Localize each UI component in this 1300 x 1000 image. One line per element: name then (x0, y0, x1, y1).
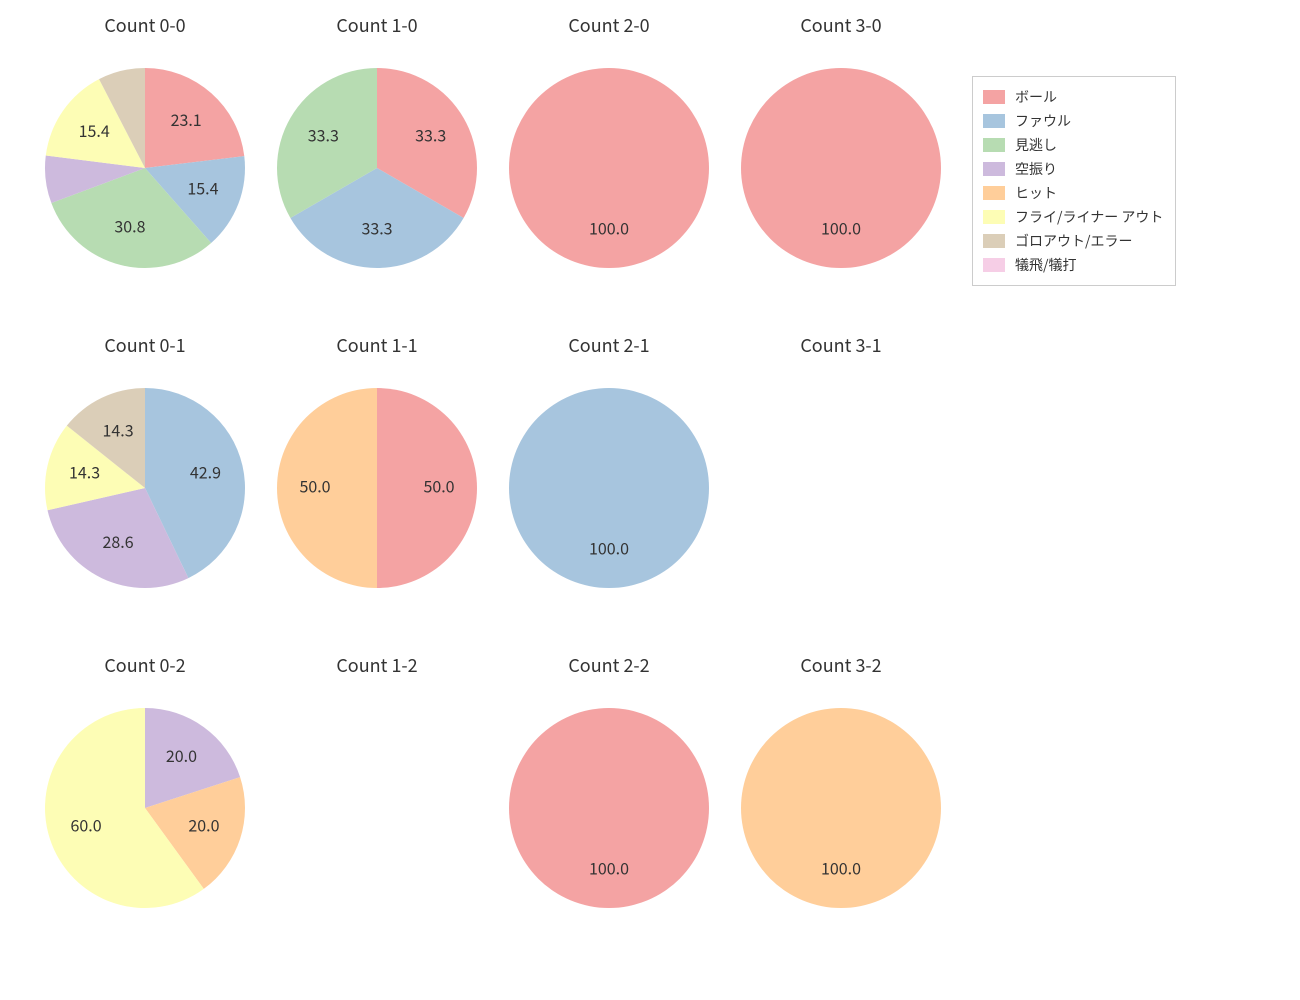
legend-item-swing: 空振り (983, 157, 1163, 181)
legend-label: 見逃し (1015, 135, 1057, 155)
pie-wrap: 23.1 15.4 30.8 15.4 (45, 68, 245, 268)
pie-panel-c02: Count 0-2 20.0 20.0 60.0 (30, 652, 260, 962)
legend-swatch (983, 90, 1005, 104)
pie-wrap: 100.0 (509, 68, 709, 268)
panel-title: Count 2-2 (494, 652, 724, 678)
legend-label: 空振り (1015, 159, 1057, 179)
panel-title: Count 2-1 (494, 332, 724, 358)
slice-label: 33.3 (308, 122, 339, 146)
legend-swatch (983, 114, 1005, 128)
panel-title: Count 1-2 (262, 652, 492, 678)
panel-title: Count 1-0 (262, 12, 492, 38)
pie-wrap (741, 388, 941, 588)
pie-panel-c00: Count 0-0 23.1 15.4 30.8 15.4 (30, 12, 260, 322)
panel-title: Count 1-1 (262, 332, 492, 358)
legend-label: ファウル (1015, 111, 1071, 131)
legend-label: ボール (1015, 87, 1057, 107)
slice-label: 100.0 (821, 215, 861, 239)
slice-label: 33.3 (415, 122, 446, 146)
slice-label: 100.0 (821, 855, 861, 879)
pie-wrap: 33.3 33.3 33.3 (277, 68, 477, 268)
legend-item-flyout: フライ/ライナー アウト (983, 205, 1163, 229)
slice-label: 14.3 (103, 417, 134, 441)
pie-panel-c22: Count 2-2 100.0 (494, 652, 724, 962)
slice-label: 15.4 (79, 118, 110, 142)
slice-label: 20.0 (166, 743, 197, 767)
legend-item-hit: ヒット (983, 181, 1163, 205)
pie-panel-c20: Count 2-0 100.0 (494, 12, 724, 322)
legend-item-foul: ファウル (983, 109, 1163, 133)
pie-panel-c31: Count 3-1 (726, 332, 956, 642)
legend-item-groundout: ゴロアウト/エラー (983, 229, 1163, 253)
slice-label: 50.0 (423, 473, 454, 497)
slice-label: 42.9 (190, 460, 221, 484)
pie-wrap: 100.0 (509, 388, 709, 588)
pie-wrap: 100.0 (509, 708, 709, 908)
legend-item-look: 見逃し (983, 133, 1163, 157)
legend-swatch (983, 186, 1005, 200)
legend-swatch (983, 258, 1005, 272)
panel-title: Count 0-0 (30, 12, 260, 38)
legend-swatch (983, 234, 1005, 248)
pie-wrap (277, 708, 477, 908)
pie-wrap: 20.0 20.0 60.0 (45, 708, 245, 908)
legend-swatch (983, 210, 1005, 224)
legend: ボールファウル見逃し空振りヒットフライ/ライナー アウトゴロアウト/エラー犠飛/… (972, 76, 1176, 286)
slice-label: 14.3 (69, 460, 100, 484)
panel-title: Count 0-1 (30, 332, 260, 358)
panel-title: Count 0-2 (30, 652, 260, 678)
legend-label: フライ/ライナー アウト (1015, 207, 1163, 227)
slice-label: 50.0 (299, 473, 330, 497)
panel-title: Count 3-2 (726, 652, 956, 678)
slice-label: 100.0 (589, 535, 629, 559)
legend-label: 犠飛/犠打 (1015, 255, 1077, 275)
pie-wrap: 100.0 (741, 68, 941, 268)
slice-label: 23.1 (171, 107, 202, 131)
slice-label: 33.3 (361, 215, 392, 239)
pie-panel-c12: Count 1-2 (262, 652, 492, 962)
pie-panel-c11: Count 1-1 50.0 50.0 (262, 332, 492, 642)
legend-item-sac: 犠飛/犠打 (983, 253, 1163, 277)
pie-wrap: 100.0 (741, 708, 941, 908)
pie-wrap: 50.0 50.0 (277, 388, 477, 588)
pie-wrap: 42.9 28.6 14.314.3 (45, 388, 245, 588)
legend-label: ゴロアウト/エラー (1015, 231, 1133, 251)
pie-panel-c21: Count 2-1 100.0 (494, 332, 724, 642)
legend-label: ヒット (1015, 183, 1057, 203)
pie-panel-c10: Count 1-0 33.3 33.3 33.3 (262, 12, 492, 322)
pie-panel-c32: Count 3-2 100.0 (726, 652, 956, 962)
slice-label: 30.8 (114, 213, 145, 237)
slice-label: 100.0 (589, 855, 629, 879)
slice-label: 60.0 (70, 813, 101, 837)
panel-title: Count 2-0 (494, 12, 724, 38)
legend-swatch (983, 162, 1005, 176)
slice-label: 28.6 (103, 529, 134, 553)
legend-item-ball: ボール (983, 85, 1163, 109)
slice-label: 100.0 (589, 215, 629, 239)
slice-label: 20.0 (188, 813, 219, 837)
panel-title: Count 3-1 (726, 332, 956, 358)
pie-panel-c01: Count 0-1 42.9 28.6 14.314.3 (30, 332, 260, 642)
panel-title: Count 3-0 (726, 12, 956, 38)
chart-canvas: Count 0-023.115.430.815.4Count 1-033.333… (0, 0, 1300, 1000)
legend-swatch (983, 138, 1005, 152)
slice-label: 15.4 (187, 175, 218, 199)
pie-panel-c30: Count 3-0 100.0 (726, 12, 956, 322)
